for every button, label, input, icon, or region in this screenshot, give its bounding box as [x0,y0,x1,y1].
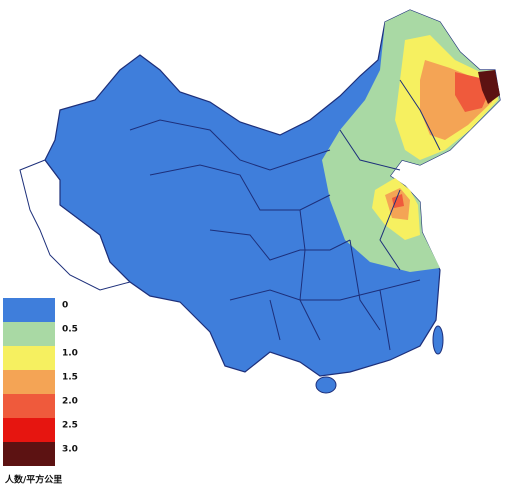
legend-label: 0 [62,301,68,311]
legend-label: 2.5 [62,421,78,431]
zone-20 [392,72,490,208]
legend-label: 1.5 [62,373,78,383]
hainan [315,376,337,394]
legend-swatch [3,394,55,418]
legend-swatch [3,442,55,466]
legend-swatch [3,418,55,442]
province-lines [129,79,441,351]
legend-label: 0.5 [62,325,78,335]
legend-swatch [3,346,55,370]
legend-swatch [3,322,55,346]
legend-label: 1.0 [62,349,78,359]
legend-swatch [3,370,55,394]
legend: 人数/平方公里 0 0.5 1.0 1.5 2.0 2.5 3.0 [3,298,78,486]
legend-label: 3.0 [62,445,78,455]
zone-30 [478,70,500,104]
legend-swatch [3,298,55,322]
legend-label: 2.0 [62,397,78,407]
legend-title: 人数/平方公里 [4,474,62,486]
taiwan [432,325,444,355]
china-map [19,9,501,394]
